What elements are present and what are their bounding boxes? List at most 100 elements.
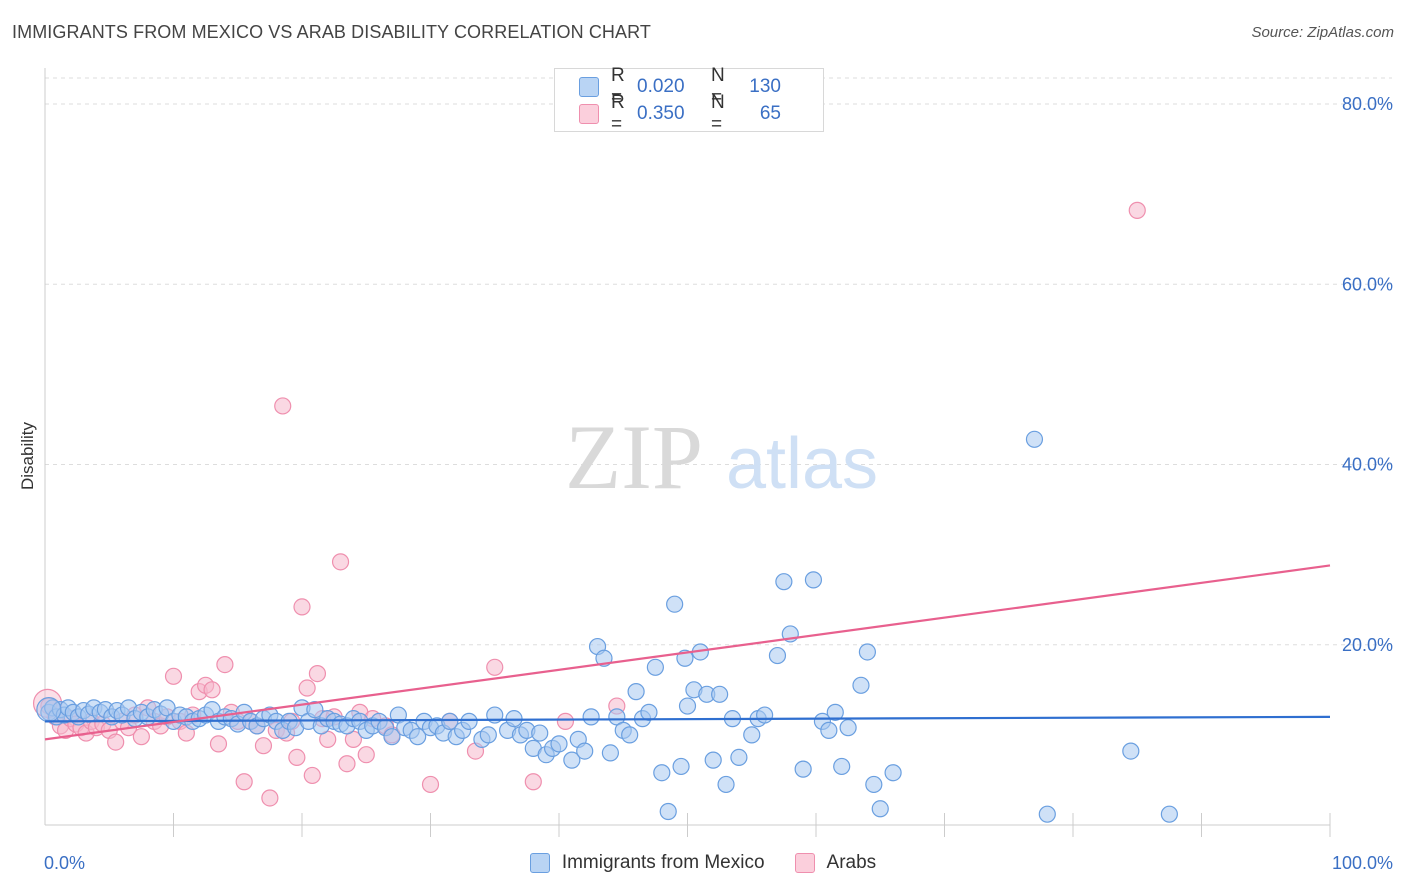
data-point-arabs — [235, 773, 253, 791]
data-point-mexico — [678, 697, 697, 715]
legend-r-label: R = — [611, 65, 625, 108]
data-point-mexico — [460, 712, 478, 730]
data-point-mexico — [775, 573, 793, 591]
data-point-mexico — [531, 724, 549, 742]
stats-legend: R = 0.020 N = 130 R = 0.350 N = 65 — [554, 65, 824, 135]
data-point-arabs — [298, 679, 316, 697]
legend-r-value: 0.350 — [637, 103, 685, 124]
data-point-mexico — [794, 760, 812, 778]
data-point-mexico — [1038, 805, 1056, 823]
data-point-mexico — [768, 646, 787, 665]
data-point-mexico — [852, 676, 870, 694]
watermark: ZIP atlas — [565, 406, 878, 508]
data-point-arabs — [261, 789, 279, 807]
data-point-mexico — [704, 751, 722, 769]
data-point-arabs — [274, 397, 292, 415]
legend-n-label: N = — [711, 65, 725, 108]
data-point-mexico — [646, 658, 664, 676]
legend-n-label: N = — [711, 92, 725, 135]
data-point-arabs — [303, 766, 321, 785]
data-point-arabs — [421, 775, 440, 794]
data-point-mexico — [582, 708, 600, 726]
data-point-arabs — [203, 681, 221, 699]
data-point-arabs — [1128, 201, 1146, 219]
data-point-mexico — [717, 775, 735, 794]
trend-line-mexico — [44, 715, 1331, 723]
y-tick-label: 60.0% — [1342, 274, 1393, 294]
data-point-mexico — [858, 643, 877, 661]
legend-row-arabs: R = 0.350 N = 65 — [579, 92, 781, 135]
data-point-mexico — [730, 748, 748, 767]
x-tick-label-min: 0.0% — [44, 853, 85, 873]
legend-swatch-blue — [579, 77, 599, 97]
y-tick-label: 80.0% — [1342, 94, 1393, 114]
source-label: Source: ZipAtlas.com — [1251, 24, 1394, 41]
grid-layer — [45, 77, 1392, 646]
y-tick-label: 20.0% — [1342, 635, 1393, 655]
watermark-zip: ZIP — [565, 406, 703, 508]
data-point-arabs — [308, 664, 327, 683]
data-point-mexico — [36, 697, 62, 723]
legend-label-mexico: Immigrants from Mexico — [561, 852, 765, 873]
data-point-mexico — [672, 757, 690, 776]
data-point-mexico — [640, 703, 658, 721]
data-point-mexico — [409, 728, 427, 746]
data-point-mexico — [383, 728, 401, 746]
series-legend: Immigrants from Mexico Arabs — [0, 852, 1406, 874]
data-point-mexico — [563, 751, 581, 769]
data-point-arabs — [132, 728, 150, 746]
data-point-mexico — [306, 701, 324, 719]
legend-swatch-blue — [529, 853, 550, 873]
data-point-mexico — [839, 719, 857, 737]
watermark-atlas: atlas — [726, 424, 878, 504]
data-point-arabs — [216, 655, 234, 674]
data-point-mexico — [441, 712, 459, 730]
data-point-mexico — [601, 744, 620, 762]
trend-line-arabs — [44, 564, 1331, 741]
data-point-mexico — [550, 735, 568, 753]
data-point-mexico — [621, 726, 639, 744]
data-point-mexico — [659, 802, 677, 821]
data-point-arabs — [338, 755, 356, 773]
data-point-mexico — [826, 703, 844, 721]
data-point-arabs — [209, 735, 228, 753]
data-point-mexico — [865, 775, 883, 794]
legend-swatch-pink — [579, 104, 599, 124]
data-point-mexico — [755, 706, 774, 724]
legend-r-label: R = — [611, 92, 625, 135]
data-point-mexico — [576, 742, 594, 760]
legend-row-mexico: R = 0.020 N = 130 — [579, 65, 781, 108]
legend-swatch-pink — [794, 853, 815, 873]
data-point-mexico — [820, 721, 838, 739]
data-point-mexico — [666, 595, 684, 613]
data-point-mexico — [627, 683, 645, 701]
data-point-arabs — [288, 748, 306, 767]
legend-r-value: 0.020 — [637, 76, 685, 97]
data-point-mexico — [711, 685, 729, 703]
data-point-mexico — [1160, 805, 1178, 823]
data-point-arabs — [331, 553, 350, 571]
data-point-mexico — [884, 764, 902, 782]
data-point-mexico — [653, 764, 671, 782]
legend-item-mexico: Immigrants from Mexico — [529, 852, 765, 874]
legend-n-value: 65 — [759, 103, 781, 124]
data-point-mexico — [743, 726, 761, 744]
data-point-mexico — [1025, 430, 1044, 448]
y-tick-label: 40.0% — [1342, 455, 1393, 475]
data-point-arabs — [556, 712, 575, 730]
legend-n-value: 130 — [749, 76, 781, 97]
data-point-arabs — [107, 733, 125, 751]
data-point-arabs — [293, 598, 311, 616]
data-point-arabs — [486, 658, 504, 676]
legend-label-arabs: Arabs — [826, 852, 877, 873]
trend-lines — [44, 564, 1331, 741]
chart-title: IMMIGRANTS FROM MEXICO VS ARAB DISABILIT… — [12, 22, 651, 42]
tick-labels: 20.0% 40.0% 60.0% 80.0% 0.0% 100.0% — [44, 94, 1393, 873]
data-point-mexico — [479, 726, 497, 744]
data-point-arabs — [254, 737, 273, 755]
x-tick-label-max: 100.0% — [1332, 853, 1393, 873]
data-point-mexico — [871, 800, 889, 818]
data-point-mexico — [804, 571, 823, 589]
legend-item-arabs: Arabs — [794, 852, 877, 874]
